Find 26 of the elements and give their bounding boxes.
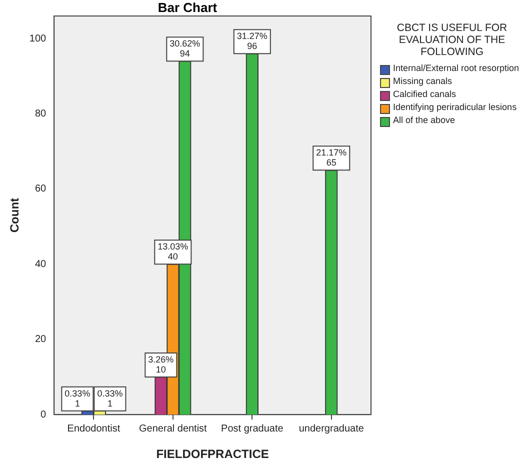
legend-label: Internal/External root resorption (393, 63, 520, 74)
chart-title: Bar Chart (156, 0, 218, 15)
data-label: 31.27% 96 (236, 31, 268, 52)
y-tick-label: 80 (34, 108, 47, 120)
x-tick-label: Post graduate (221, 423, 284, 434)
x-tick-label: General dentist (139, 423, 208, 434)
data-label: 0.33% 1 (97, 388, 123, 408)
x-tick-label: Endodontist (67, 423, 120, 434)
y-axis-title: Count (8, 198, 22, 233)
data-label: 30.62% 94 (170, 38, 200, 59)
legend-label: Calcified canals (393, 89, 456, 100)
y-tick-label: 40 (34, 258, 47, 270)
legend-label: All of the above (393, 115, 456, 126)
legend-label: Missing canals (393, 76, 452, 88)
x-tick-label: undergraduate (298, 423, 364, 434)
legend-title: CBCT IS USEFUL FOR EVALUATION OF THE FOLLOWING (396, 22, 508, 58)
x-axis-title: FIELDOFPRACTICE (156, 447, 269, 462)
data-label: 0.33% 1 (64, 388, 90, 408)
y-tick-label: 60 (34, 184, 47, 195)
legend-label: Identifying periradicular lesions (393, 102, 517, 114)
data-label: 13.03% 40 (158, 242, 188, 262)
y-tick-label: 0 (40, 409, 47, 420)
data-label: 21.17% 65 (316, 148, 347, 168)
y-tick-label: 20 (34, 334, 47, 346)
y-tick-label: 100 (29, 33, 47, 44)
data-label: 3.26% 10 (148, 354, 174, 374)
